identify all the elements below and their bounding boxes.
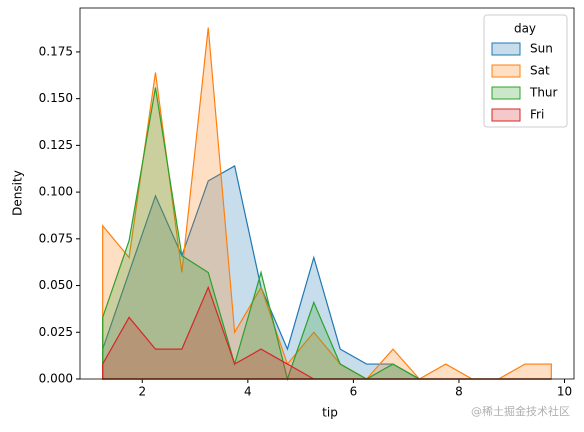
legend-label: Sat xyxy=(530,64,550,78)
x-axis-label: tip xyxy=(322,406,338,420)
legend-label: Sun xyxy=(530,42,553,56)
legend-swatch xyxy=(491,86,521,100)
legend-title: day xyxy=(514,22,536,36)
y-tick-label: 0.150 xyxy=(39,91,73,105)
legend-swatch xyxy=(491,108,521,122)
y-tick-label: 0.025 xyxy=(39,325,73,339)
watermark: @稀土掘金技术社区 xyxy=(471,404,570,418)
x-tick-label: 10 xyxy=(557,385,572,399)
x-tick-label: 8 xyxy=(455,385,463,399)
y-tick-label: 0.125 xyxy=(39,138,73,152)
plot-frame xyxy=(79,7,575,380)
y-tick-label: 0.175 xyxy=(39,44,73,58)
x-tick-label: 2 xyxy=(138,385,146,399)
legend-label: Thur xyxy=(529,86,558,100)
legend-swatch xyxy=(491,64,521,78)
density-polygon xyxy=(102,87,552,382)
legend-label: Fri xyxy=(530,108,544,122)
y-axis-label: Density xyxy=(11,170,25,216)
y-tick-label: 0.075 xyxy=(39,231,73,245)
y-tick-label: 0.050 xyxy=(39,278,73,292)
y-tick-label: 0.000 xyxy=(39,372,73,386)
x-tick-label: 4 xyxy=(244,385,252,399)
y-tick-label: 0.100 xyxy=(39,185,73,199)
legend-swatch xyxy=(491,42,521,56)
x-tick-label: 6 xyxy=(350,385,358,399)
